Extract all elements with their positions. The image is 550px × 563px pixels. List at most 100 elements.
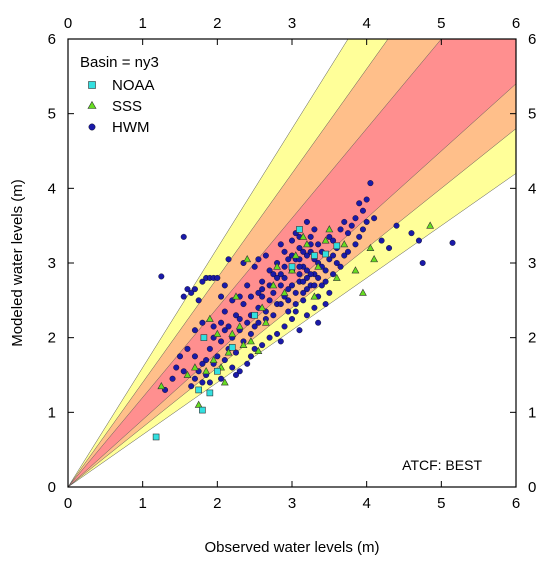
hwm-point [386, 245, 393, 252]
sss-point [157, 381, 166, 390]
sss-point [224, 348, 233, 356]
noaa-point [296, 226, 303, 233]
legend-title: Basin = ny3 [80, 54, 159, 71]
legend: Basin = ny3 NOAA SSS HWM [80, 54, 159, 136]
hwm-point [303, 252, 310, 259]
y-tick-label-left: 5 [48, 106, 56, 123]
hwm-point [191, 286, 198, 293]
error-bands [68, 39, 516, 487]
hwm-point [266, 267, 273, 274]
hwm-point [277, 338, 284, 345]
hwm-point [356, 200, 363, 207]
legend-marker-sss [87, 100, 97, 109]
hwm-point [218, 375, 225, 382]
noaa-point [288, 263, 296, 271]
sss-point [228, 329, 237, 337]
hwm-point [221, 327, 228, 334]
hwm-point [259, 286, 266, 293]
hwm-point [270, 271, 277, 278]
hwm-point [341, 218, 348, 225]
hwm-point [292, 301, 299, 308]
noaa-point [199, 406, 206, 414]
hwm-point [300, 297, 307, 304]
hwm-point [262, 252, 269, 259]
hwm-point [221, 308, 228, 315]
hwm-point [233, 372, 239, 378]
hwm-point [285, 286, 292, 293]
hwm-point [330, 252, 337, 259]
hwm-point [296, 245, 303, 252]
x-tick-label-top: 2 [213, 15, 221, 32]
legend-label-sss: SSS [112, 98, 142, 115]
legend-label-noaa: NOAA [112, 77, 155, 94]
band-edge-line [68, 39, 389, 487]
sss-point [325, 225, 334, 233]
hwm-point [315, 274, 322, 281]
hwm-point [352, 241, 359, 248]
x-tick-label-bottom: 6 [512, 495, 520, 512]
hwm-point [221, 282, 228, 289]
hwm-point [277, 241, 284, 248]
hwm-point [259, 293, 266, 300]
noaa-point [333, 242, 341, 250]
hwm-point [330, 271, 337, 278]
x-tick-label-bottom: 5 [437, 495, 445, 512]
hwm-point [315, 241, 322, 248]
hwm-point [281, 323, 288, 330]
hwm-point [218, 338, 225, 345]
x-axis-title: Observed water levels (m) [204, 539, 379, 556]
sss-point [194, 400, 203, 408]
legend-marker-noaa [88, 81, 96, 89]
y-tick-label-left: 6 [48, 31, 56, 48]
hwm-point [393, 222, 400, 229]
hwm-point [244, 360, 251, 367]
hwm-point [322, 301, 329, 308]
hwm-point [303, 267, 310, 274]
hwm-point [300, 289, 307, 296]
hwm-point [184, 286, 191, 293]
hwm-point [289, 316, 295, 322]
hwm-point [244, 282, 251, 289]
hwm-point [285, 256, 292, 263]
noaa-point [251, 311, 258, 319]
hwm-point [296, 263, 303, 270]
y-tick-label-right: 1 [528, 404, 536, 421]
sss-point [209, 355, 218, 363]
sss-point [261, 318, 270, 326]
sss-point [247, 337, 255, 345]
y-tick-label-right: 0 [528, 479, 536, 496]
hwm-point [326, 256, 333, 263]
sss-point [258, 303, 267, 311]
sss-point [220, 378, 229, 386]
hwm-point [180, 233, 187, 240]
hwm-point [203, 357, 210, 364]
hwm-point [195, 297, 202, 304]
hwm-point [188, 289, 195, 296]
atcf-annotation: ATCF: BEST [402, 457, 482, 473]
hwm-point [247, 330, 254, 337]
x-tick-label-bottom: 4 [362, 495, 370, 512]
hwm-point [307, 233, 314, 240]
y-axis-title: Modeled water levels (m) [9, 179, 26, 347]
hwm-point [251, 263, 258, 270]
sss-point [340, 240, 349, 248]
noaa-point [322, 250, 329, 258]
hwm-point [315, 319, 322, 326]
hwm-point [255, 319, 262, 326]
sss-point [243, 255, 252, 263]
noaa-point [206, 389, 214, 397]
sss-point [191, 363, 199, 371]
sss-point [235, 322, 244, 330]
hwm-point [359, 207, 366, 214]
sss-point [205, 314, 214, 322]
x-tick-label-bottom: 2 [213, 495, 221, 512]
x-tick-label-top: 1 [138, 15, 146, 32]
hwm-point [281, 248, 288, 255]
hwm-point [180, 368, 187, 375]
hwm-point [449, 239, 456, 246]
hwm-point [233, 312, 239, 319]
hwm-point [191, 375, 198, 382]
y-tick-label-right: 5 [528, 106, 536, 123]
hwm-point [307, 271, 314, 278]
